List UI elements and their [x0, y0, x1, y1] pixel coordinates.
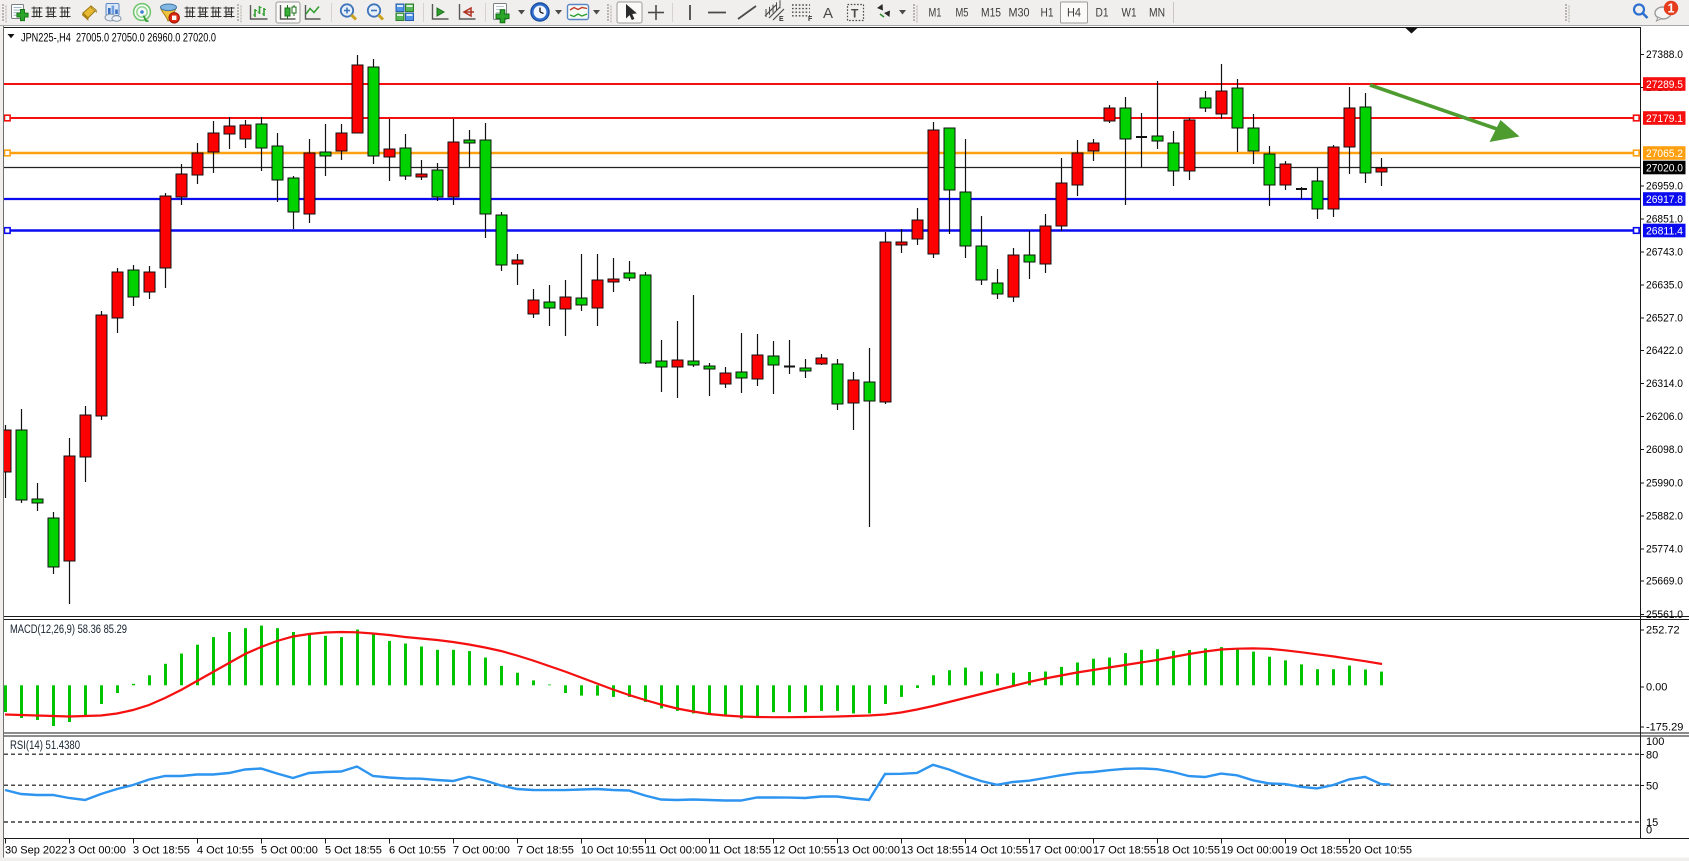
svg-text:26527.0: 26527.0	[1646, 313, 1683, 325]
svg-text:11 Oct 00:00: 11 Oct 00:00	[645, 845, 707, 857]
svg-text:H1: H1	[1041, 6, 1054, 20]
svg-text:27065.2: 27065.2	[1646, 148, 1683, 160]
svg-text:25669.0: 25669.0	[1646, 576, 1683, 588]
svg-text:25774.0: 25774.0	[1646, 544, 1683, 556]
svg-text:17 Oct 00:00: 17 Oct 00:00	[1029, 845, 1092, 857]
svg-text:3 Oct 00:00: 3 Oct 00:00	[69, 845, 126, 857]
svg-text:7 Oct 00:00: 7 Oct 00:00	[453, 845, 510, 857]
svg-text:A: A	[823, 5, 833, 22]
svg-text:26098.0: 26098.0	[1646, 444, 1683, 456]
svg-text:18 Oct 10:55: 18 Oct 10:55	[1157, 845, 1220, 857]
svg-text:26959.0: 26959.0	[1646, 180, 1683, 192]
svg-text:MN: MN	[1149, 6, 1165, 20]
svg-text:25561.0: 25561.0	[1646, 609, 1683, 621]
svg-text:11 Oct 18:55: 11 Oct 18:55	[709, 845, 771, 857]
svg-text:19 Oct 18:55: 19 Oct 18:55	[1285, 845, 1348, 857]
svg-text:27020.0: 27020.0	[1646, 163, 1683, 175]
svg-text:MACD(12,26,9) 58.36 85.29: MACD(12,26,9) 58.36 85.29	[10, 624, 127, 636]
svg-text:20 Oct 10:55: 20 Oct 10:55	[1349, 845, 1412, 857]
svg-text:10 Oct 10:55: 10 Oct 10:55	[581, 845, 644, 857]
svg-text:F: F	[808, 16, 813, 23]
svg-text:1: 1	[1668, 2, 1675, 16]
svg-text:13 Oct 00:00: 13 Oct 00:00	[837, 845, 900, 857]
svg-text:50: 50	[1646, 780, 1658, 792]
svg-text:JPN225-,H4 27005.0 27050.0 26: JPN225-,H4 27005.0 27050.0 26960.0 27020…	[21, 33, 216, 45]
svg-text:5 Oct 00:00: 5 Oct 00:00	[261, 845, 318, 857]
svg-text:T: T	[851, 7, 859, 21]
svg-text:27289.5: 27289.5	[1646, 79, 1683, 91]
svg-text:4 Oct 10:55: 4 Oct 10:55	[197, 845, 254, 857]
svg-text:26743.0: 26743.0	[1646, 247, 1683, 259]
svg-text:3 Oct 18:55: 3 Oct 18:55	[133, 845, 190, 857]
svg-text:15: 15	[1646, 817, 1658, 829]
svg-text:RSI(14) 51.4380: RSI(14) 51.4380	[10, 740, 80, 752]
svg-text:26422.0: 26422.0	[1646, 345, 1683, 357]
svg-text:M1: M1	[929, 6, 942, 20]
svg-text:26314.0: 26314.0	[1646, 378, 1683, 390]
svg-text:252.72: 252.72	[1646, 625, 1680, 637]
svg-text:6 Oct 10:55: 6 Oct 10:55	[389, 845, 446, 857]
svg-text:19 Oct 00:00: 19 Oct 00:00	[1221, 845, 1284, 857]
svg-text:12 Oct 10:55: 12 Oct 10:55	[773, 845, 836, 857]
svg-text:0: 0	[1646, 825, 1652, 837]
svg-text:25882.0: 25882.0	[1646, 510, 1683, 522]
svg-text:25990.0: 25990.0	[1646, 477, 1683, 489]
svg-text:26206.0: 26206.0	[1646, 411, 1683, 423]
svg-text:D1: D1	[1096, 6, 1109, 20]
svg-text:100: 100	[1646, 736, 1664, 748]
svg-text:H4: H4	[1067, 6, 1081, 20]
svg-text:7 Oct 18:55: 7 Oct 18:55	[517, 845, 574, 857]
svg-text:27388.0: 27388.0	[1646, 49, 1683, 61]
svg-text:-175.29: -175.29	[1646, 722, 1683, 734]
svg-text:5 Oct 18:55: 5 Oct 18:55	[325, 845, 382, 857]
svg-text:17 Oct 18:55: 17 Oct 18:55	[1093, 845, 1156, 857]
svg-text:W1: W1	[1122, 6, 1137, 20]
svg-text:26811.4: 26811.4	[1646, 226, 1683, 238]
svg-text:M15: M15	[981, 6, 1001, 20]
svg-text:13 Oct 18:55: 13 Oct 18:55	[901, 845, 964, 857]
svg-text:E: E	[779, 16, 784, 23]
svg-text:26635.0: 26635.0	[1646, 280, 1683, 292]
svg-text:M5: M5	[956, 6, 969, 20]
svg-text:26917.8: 26917.8	[1646, 194, 1683, 206]
svg-text:M30: M30	[1009, 6, 1030, 20]
svg-text:0.00: 0.00	[1646, 682, 1667, 694]
svg-text:14 Oct 10:55: 14 Oct 10:55	[965, 845, 1028, 857]
svg-text:30 Sep 2022: 30 Sep 2022	[5, 845, 67, 857]
svg-text:26851.0: 26851.0	[1646, 213, 1683, 225]
svg-text:80: 80	[1646, 749, 1658, 761]
svg-text:27179.1: 27179.1	[1646, 113, 1683, 125]
